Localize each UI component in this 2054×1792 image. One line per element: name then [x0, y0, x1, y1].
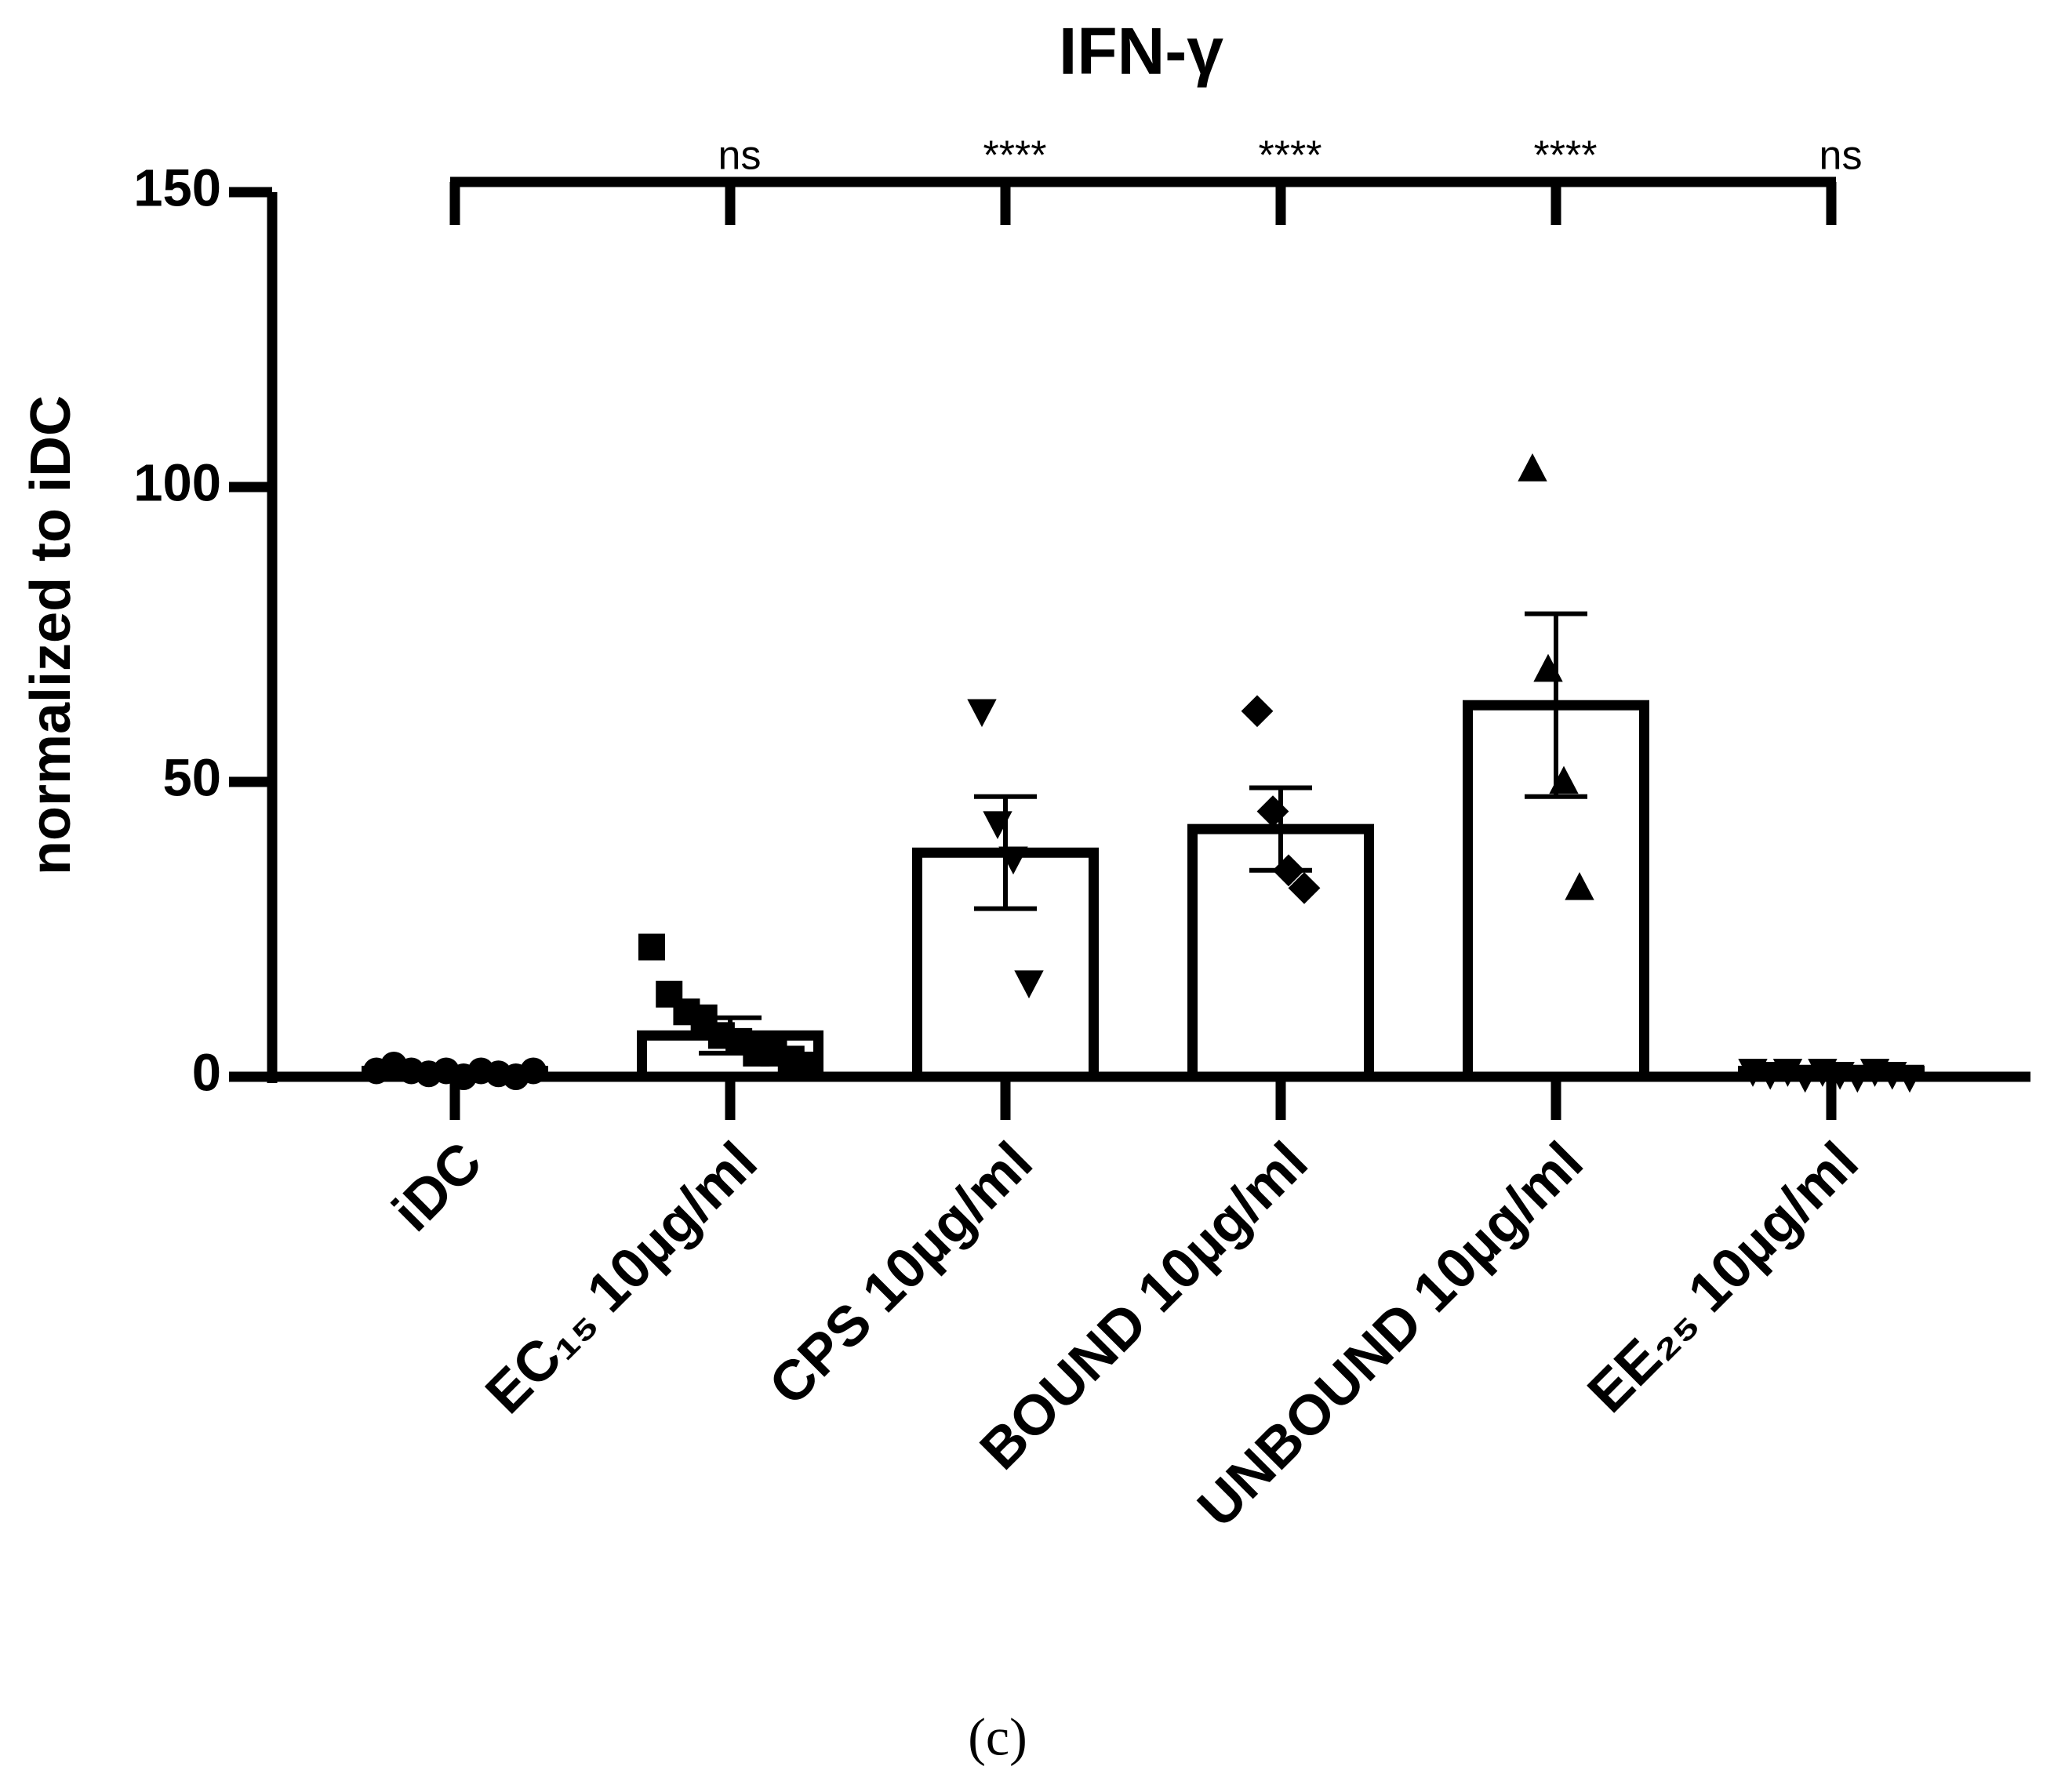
point: [1241, 695, 1274, 728]
y-tick-label: 100: [133, 454, 221, 513]
y-tick-label: 150: [133, 159, 221, 218]
y-tick-label: 0: [192, 1044, 221, 1103]
point: [1549, 765, 1579, 794]
point: [1755, 1061, 1785, 1090]
significance: ****: [1259, 133, 1322, 179]
x-tick-label: CPS 10µg/ml: [758, 1130, 1045, 1417]
point: [983, 811, 1012, 840]
point: [1790, 1064, 1820, 1093]
y-axis-label: normalized to iDC: [20, 395, 82, 875]
x-tick-label: EC₁₅ 10µg/ml: [474, 1130, 769, 1425]
point: [638, 933, 665, 961]
significance: ****: [1534, 133, 1598, 179]
x-tick-label: EE₂₅ 10µg/ml: [1576, 1130, 1870, 1424]
y-tick-label: 50: [162, 749, 221, 808]
point: [998, 846, 1028, 875]
point: [1256, 795, 1289, 827]
point: [1014, 970, 1044, 999]
point: [1565, 871, 1594, 900]
point: [1272, 854, 1305, 887]
point: [520, 1057, 547, 1085]
significance: ns: [718, 133, 762, 179]
point: [795, 1051, 822, 1078]
chart-title: IFN-γ: [1059, 14, 1223, 88]
caption: (c): [968, 1707, 1027, 1767]
x-tick-label: iDC: [381, 1130, 494, 1243]
point: [1842, 1064, 1873, 1093]
point: [1518, 453, 1547, 482]
point: [1895, 1064, 1925, 1093]
point: [1288, 871, 1321, 904]
point: [1533, 653, 1563, 682]
significance: ****: [983, 133, 1047, 179]
significance: ns: [1820, 133, 1863, 179]
point: [967, 699, 997, 728]
